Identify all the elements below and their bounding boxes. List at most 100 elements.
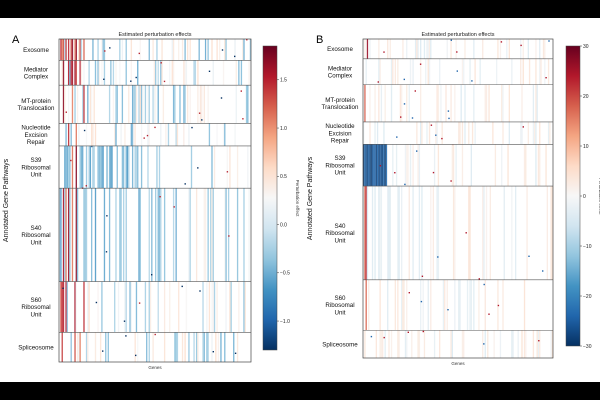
heatmap-cell — [112, 85, 115, 124]
heatmap-cell — [240, 90, 242, 92]
heatmap-cell — [539, 39, 541, 59]
heatmap-cell — [550, 186, 552, 280]
colorbar-tick-label: −0.5 — [280, 271, 290, 277]
heatmap-cell — [417, 144, 419, 187]
heatmap-cell — [235, 85, 237, 124]
heatmap-cell — [216, 39, 218, 61]
heatmap-cell — [171, 39, 173, 61]
heatmap-cell — [412, 186, 414, 280]
heatmap-cell — [83, 129, 86, 132]
heatmap-cell — [135, 281, 138, 333]
heatmap-cell — [70, 123, 72, 146]
heatmap-cell — [544, 58, 546, 85]
heatmap-cell — [140, 123, 143, 146]
heatmap-cell — [522, 126, 524, 128]
heatmap-cell — [116, 145, 118, 189]
heatmap-cell — [199, 290, 201, 292]
row-label: S60 Ribosomal Unit — [21, 297, 50, 318]
heatmap-cell — [427, 39, 429, 59]
heatmap-cell — [147, 85, 149, 124]
heatmap-cell — [111, 145, 113, 189]
row-label: S40 Ribosomal Unit — [325, 223, 354, 244]
heatmap-cell — [525, 144, 527, 187]
heatmap-cell — [153, 85, 156, 124]
heatmap-cell — [499, 330, 502, 358]
heatmap-cell — [532, 330, 535, 358]
colorbar-tick-label: 0 — [583, 194, 586, 200]
heatmap-cell — [455, 39, 457, 59]
row-label: Exosome — [23, 47, 49, 54]
colorbar-tick-label: 30 — [583, 44, 589, 50]
heatmap-cell — [235, 60, 237, 86]
heatmap-cell — [437, 186, 440, 280]
heatmap-cell — [135, 76, 137, 79]
heatmap-cell — [234, 39, 236, 61]
heatmap-cell — [206, 332, 208, 362]
heatmap-frame — [362, 38, 554, 359]
heatmap-cell — [247, 145, 249, 189]
heatmap-cell — [383, 121, 385, 145]
heatmap-cell — [146, 134, 149, 137]
heatmap-cell — [70, 332, 72, 362]
heatmap-cell — [379, 58, 381, 85]
heatmap-cell — [79, 39, 81, 61]
heatmap-cell — [95, 301, 98, 304]
panel-label: B — [316, 34, 323, 46]
heatmap-cell — [380, 330, 383, 358]
heatmap-cell — [133, 85, 135, 124]
heatmap-cell — [124, 123, 126, 146]
heatmap-cell — [60, 281, 62, 333]
heatmap-cell — [376, 121, 379, 145]
heatmap-cell — [441, 121, 443, 145]
heatmap-cell — [115, 123, 117, 146]
heatmap-cell — [110, 145, 112, 189]
heatmap-cell — [470, 279, 472, 331]
heatmap-cell — [91, 85, 93, 124]
heatmap-cell — [160, 123, 162, 146]
heatmap-cell — [147, 123, 149, 146]
heatmap-cell — [142, 85, 144, 124]
heatmap-cell — [88, 60, 90, 86]
heatmap-cell — [123, 320, 126, 322]
heatmap-cell — [440, 84, 442, 122]
heatmap-cell — [538, 340, 540, 342]
heatmap-cell — [243, 188, 245, 282]
heatmap-cell — [193, 60, 195, 86]
heatmap-cell — [508, 39, 510, 59]
heatmap-cell — [131, 145, 134, 189]
heatmap-cell — [487, 330, 489, 358]
row-label: S40 Ribosomal Unit — [21, 225, 50, 246]
heatmap-cell — [60, 39, 62, 61]
heatmap-cell — [511, 330, 513, 358]
heatmap-cell — [225, 281, 227, 333]
heatmap-cell — [492, 121, 494, 145]
heatmap-cell — [436, 84, 438, 122]
heatmap-cell — [523, 330, 526, 358]
heatmap-cell — [551, 330, 554, 358]
heatmap-cell — [471, 80, 473, 82]
heatmap-cell — [384, 84, 386, 122]
heatmap-cell — [432, 186, 434, 280]
heatmap-cell — [451, 144, 453, 187]
heatmap-cell — [66, 145, 69, 189]
heatmap-cell — [64, 188, 66, 282]
heatmap-cell — [464, 39, 466, 59]
heatmap-cell — [469, 186, 471, 280]
heatmap-cell — [202, 332, 204, 362]
heatmap-cell — [204, 188, 207, 282]
heatmap-cell — [189, 85, 191, 124]
heatmap-cell — [152, 39, 154, 61]
heatmap-cell — [110, 60, 112, 86]
heatmap-cell — [433, 144, 436, 187]
heatmap-cell — [61, 39, 63, 61]
heatmap-cell — [474, 58, 476, 85]
heatmap-cell — [130, 281, 133, 333]
heatmap-cell — [397, 279, 399, 331]
heatmap-cell — [224, 188, 226, 282]
heatmap-cell — [459, 279, 461, 331]
heatmap-cell — [65, 39, 67, 61]
heatmap-cell — [207, 39, 209, 61]
heatmap-cell — [169, 60, 171, 86]
heatmap-cell — [62, 287, 64, 289]
heatmap-cell — [452, 144, 455, 187]
